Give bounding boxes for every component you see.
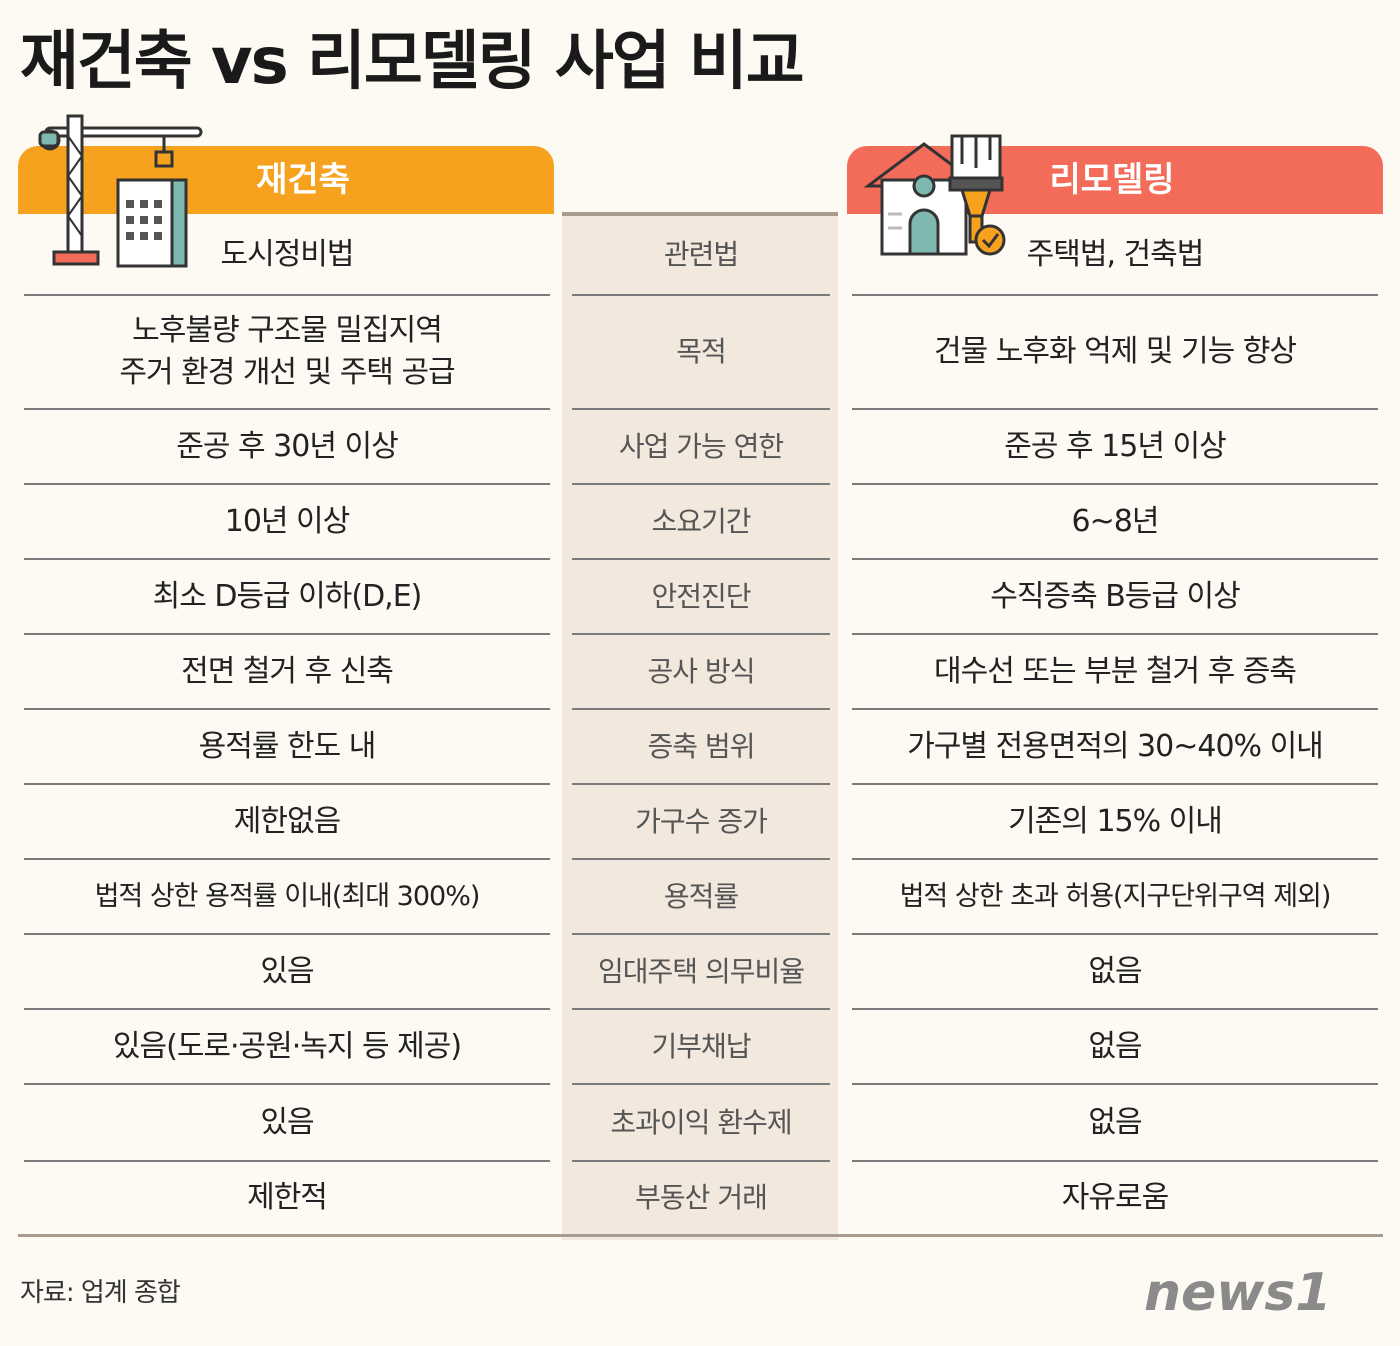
page-title: 재건축 vs 리모델링 사업 비교 <box>20 25 805 99</box>
rebuild-value: 용적률 한도 내 <box>24 710 550 785</box>
table-row: 노후불량 구조물 밀집지역 주거 환경 개선 및 주택 공급 목적 건물 노후화… <box>0 296 1400 410</box>
table-bottom-rule <box>18 1234 1383 1237</box>
category-label: 안전진단 <box>572 560 830 635</box>
rebuild-value: 있음 <box>24 935 550 1010</box>
rebuild-value: 제한없음 <box>24 785 550 860</box>
rebuild-value: 최소 D등급 이하(D,E) <box>24 560 550 635</box>
category-label: 가구수 증가 <box>572 785 830 860</box>
category-label: 소요기간 <box>572 485 830 560</box>
rebuild-value: 도시정비법 <box>24 216 550 296</box>
table-row: 전면 철거 후 신축 공사 방식 대수선 또는 부분 철거 후 증축 <box>0 635 1400 710</box>
table-row: 있음 초과이익 환수제 없음 <box>0 1085 1400 1162</box>
table-row: 최소 D등급 이하(D,E) 안전진단 수직증축 B등급 이상 <box>0 560 1400 635</box>
category-label: 임대주택 의무비율 <box>572 935 830 1010</box>
remodel-value: 수직증축 B등급 이상 <box>852 560 1378 635</box>
category-label: 사업 가능 연한 <box>572 410 830 485</box>
remodel-value: 기존의 15% 이내 <box>852 785 1378 860</box>
house-paintbrush-icon <box>863 134 1006 256</box>
remodel-value: 없음 <box>852 935 1378 1010</box>
rebuild-value: 있음 <box>24 1085 550 1162</box>
table-row: 있음 임대주택 의무비율 없음 <box>0 935 1400 1010</box>
table-row: 용적률 한도 내 증축 범위 가구별 전용면적의 30~40% 이내 <box>0 710 1400 785</box>
remodel-value: 준공 후 15년 이상 <box>852 410 1378 485</box>
remodel-value: 없음 <box>852 1010 1378 1085</box>
table-row: 있음(도로·공원·녹지 등 제공) 기부채납 없음 <box>0 1010 1400 1085</box>
rebuild-value: 준공 후 30년 이상 <box>24 410 550 485</box>
remodel-value: 자유로움 <box>1061 1180 1169 1215</box>
rebuild-header: 재건축 <box>18 146 554 214</box>
remodel-value: 건물 노후화 억제 및 기능 향상 <box>852 296 1378 410</box>
table-row: 도시정비법 관련법 주택법, 건축법 <box>0 216 1400 296</box>
category-label: 초과이익 환수제 <box>572 1085 830 1162</box>
news1-logo-text: news1 <box>1144 1263 1331 1323</box>
rebuild-value: 노후불량 구조물 밀집지역 주거 환경 개선 및 주택 공급 <box>24 296 550 410</box>
remodel-value: 가구별 전용면적의 30~40% 이내 <box>852 710 1378 785</box>
remodel-value: 주택법, 건축법 <box>852 216 1378 296</box>
remodel-value: 없음 <box>852 1085 1378 1162</box>
remodel-header-label: 리모델링 <box>1049 160 1175 200</box>
rebuild-header-label: 재건축 <box>256 160 350 200</box>
table-row: 10년 이상 소요기간 6~8년 <box>0 485 1400 560</box>
table-row: 준공 후 30년 이상 사업 가능 연한 준공 후 15년 이상 <box>0 410 1400 485</box>
remodel-value: 6~8년 <box>852 485 1378 560</box>
category-label: 부동산 거래 <box>635 1181 768 1214</box>
crane-building-icon <box>38 114 203 268</box>
remodel-value: 법적 상한 초과 허용(지구단위구역 제외) <box>852 860 1378 935</box>
rebuild-value: 제한적 <box>247 1180 328 1215</box>
category-label: 용적률 <box>572 860 830 935</box>
comparison-table: 도시정비법 관련법 주택법, 건축법 노후불량 구조물 밀집지역 주거 환경 개… <box>0 216 1400 1234</box>
category-label: 목적 <box>572 296 830 410</box>
rebuild-value: 10년 이상 <box>24 485 550 560</box>
remodel-value: 대수선 또는 부분 철거 후 증축 <box>852 635 1378 710</box>
category-label: 증축 범위 <box>572 710 830 785</box>
rebuild-value: 법적 상한 용적률 이내(최대 300%) <box>24 860 550 935</box>
table-row: 법적 상한 용적률 이내(최대 300%) 용적률 법적 상한 초과 허용(지구… <box>0 860 1400 935</box>
rebuild-value: 전면 철거 후 신축 <box>24 635 550 710</box>
news1-logo: news1 <box>1144 1263 1331 1323</box>
source-note: 자료: 업계 종합 <box>20 1278 181 1308</box>
table-row: 제한없음 가구수 증가 기존의 15% 이내 <box>0 785 1400 860</box>
rebuild-value: 있음(도로·공원·녹지 등 제공) <box>24 1010 550 1085</box>
category-label: 관련법 <box>572 216 830 296</box>
table-row: 제한적 부동산 거래 자유로움 <box>0 1162 1400 1234</box>
category-label: 기부채납 <box>572 1010 830 1085</box>
category-label: 공사 방식 <box>572 635 830 710</box>
category-column-background <box>562 212 838 1240</box>
